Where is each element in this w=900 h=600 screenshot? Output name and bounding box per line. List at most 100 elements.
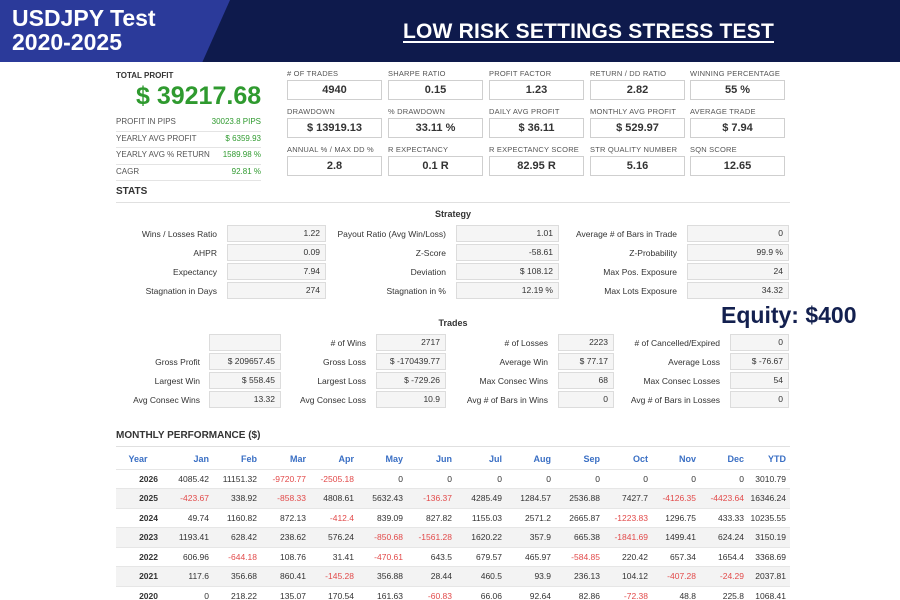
monthly-value-cell: 218.22 <box>213 585 261 600</box>
strategy-value: -58.61 <box>456 244 559 261</box>
metric-label: RETURN / DD RATIO <box>590 69 667 78</box>
monthly-value-cell: 1193.41 <box>164 527 213 547</box>
side-stat-label: CAGR <box>116 166 140 176</box>
monthly-value-cell: 0 <box>164 585 213 600</box>
metric-value: 33.11 % <box>388 118 483 138</box>
metric-label: STR QUALITY NUMBER <box>590 145 678 154</box>
monthly-value-cell: 839.09 <box>358 507 407 528</box>
monthly-value-cell: 161.63 <box>358 585 407 600</box>
symbol-title-line2: 2020-2025 <box>12 29 122 55</box>
trades-label: Largest Loss <box>317 376 366 386</box>
monthly-value-cell: 4808.61 <box>310 488 358 508</box>
monthly-value-cell: 1160.82 <box>213 507 261 528</box>
metric-label: % DRAWDOWN <box>388 107 446 116</box>
monthly-value-cell: 827.82 <box>407 507 456 528</box>
monthly-value-cell: -1841.69 <box>604 527 652 547</box>
monthly-value-cell: 108.76 <box>261 546 310 567</box>
monthly-value-cell: 220.42 <box>604 546 652 567</box>
monthly-value-cell: 170.54 <box>310 585 358 600</box>
side-stat-row: CAGR 92.81 % <box>116 165 261 181</box>
monthly-value-cell: -423.67 <box>164 488 213 508</box>
monthly-value-cell: 92.64 <box>506 585 555 600</box>
strategy-value: 0.09 <box>227 244 326 261</box>
strategy-value: 1.22 <box>227 225 326 242</box>
side-stat-value: 30023.8 PIPS <box>211 117 261 126</box>
monthly-value-cell: 4285.49 <box>456 488 506 508</box>
strategy-value: 0 <box>687 225 789 242</box>
monthly-row: 2024 49.74 1160.82 872.13 -412.4 839.09 827.82… <box>116 507 790 528</box>
monthly-value-cell: 3010.79 <box>748 468 790 489</box>
monthly-table: Year Jan Feb Mar Apr May Jun Jul Aug Sep Oct Nov Dec… <box>116 449 790 600</box>
monthly-value-cell: 338.92 <box>213 488 261 508</box>
metric-label: DRAWDOWN <box>287 107 335 116</box>
monthly-value-cell: -1223.83 <box>604 507 652 528</box>
monthly-value-cell: 7427.7 <box>604 488 652 508</box>
monthly-value-cell: -9720.77 <box>261 468 310 489</box>
monthly-value-cell: -470.61 <box>358 546 407 567</box>
monthly-value-cell: 31.41 <box>310 546 358 567</box>
metric-label: R EXPECTANCY SCORE <box>489 145 580 154</box>
monthly-value-cell: 28.44 <box>407 566 456 586</box>
monthly-value-cell: 238.62 <box>261 527 310 547</box>
side-stat-label: YEARLY AVG % RETURN <box>116 150 210 159</box>
monthly-column-header: Apr <box>338 453 355 464</box>
monthly-value-cell: 872.13 <box>261 507 310 528</box>
trades-label: Avg # of Bars in Wins <box>466 395 548 405</box>
monthly-column-header: Aug <box>533 453 552 464</box>
trades-value: 0 <box>730 334 789 351</box>
monthly-value-cell: 0 <box>555 468 604 489</box>
side-stat-value: 92.81 % <box>231 166 261 176</box>
monthly-column-header: Jan <box>193 453 209 464</box>
strategy-label: Z-Probability <box>629 248 677 258</box>
total-profit-label: TOTAL PROFIT <box>116 71 174 80</box>
trades-value: 0 <box>730 391 789 408</box>
metric-winning-pct: WINNING PERCENTAGE 55 % <box>690 69 785 100</box>
monthly-row: 2023 1193.41 628.42 238.62 576.24 -850.68 -156… <box>116 527 790 547</box>
trades-label: Gross Profit <box>155 357 200 367</box>
metric-label: WINNING PERCENTAGE <box>690 69 781 78</box>
metric-daily-avg: DAILY AVG PROFIT $ 36.11 <box>489 107 584 138</box>
monthly-row: 2022 606.96 -644.18 108.76 31.41 -470.61 643.5… <box>116 546 790 567</box>
strategy-label: Deviation <box>410 267 446 277</box>
monthly-value-cell: 433.33 <box>700 507 748 528</box>
monthly-value-cell: -24.29 <box>700 566 748 586</box>
monthly-value-cell: -407.28 <box>652 566 700 586</box>
monthly-row: 2025 -423.67 338.92 -858.33 4808.61 5632.43 -1… <box>116 488 790 508</box>
trades-value: $ 77.17 <box>558 353 614 370</box>
monthly-row: 2026 4085.42 11151.32 -9720.77 -2505.18 0 0 0 0 0… <box>116 468 790 489</box>
trades-value: 10.9 <box>376 391 446 408</box>
monthly-value-cell: -60.83 <box>407 585 456 600</box>
metric-value: $ 529.97 <box>590 118 685 138</box>
monthly-value-cell: 624.24 <box>700 527 748 547</box>
metric-monthly-avg: MONTHLY AVG PROFIT $ 529.97 <box>590 107 685 138</box>
trades-label: Gross Loss <box>323 357 366 367</box>
trades-value: $ 209657.45 <box>209 353 281 370</box>
metric-sharpe: SHARPE RATIO 0.15 <box>388 69 483 100</box>
monthly-value-cell: 679.57 <box>456 546 506 567</box>
monthly-header-row: Year Jan Feb Mar Apr May Jun Jul Aug Sep Oct Nov Dec… <box>116 449 790 469</box>
monthly-value-cell: 2536.88 <box>555 488 604 508</box>
trades-value: 54 <box>730 372 789 389</box>
metric-value: 55 % <box>690 80 785 100</box>
metric-str-quality: STR QUALITY NUMBER 5.16 <box>590 145 685 176</box>
strategy-value: 34.32 <box>687 282 789 299</box>
trades-value: $ -729.26 <box>376 372 446 389</box>
symbol-title: USDJPY Test 2020-2025 <box>12 6 156 54</box>
metric-value: $ 13919.13 <box>287 118 382 138</box>
monthly-value-cell: -644.18 <box>213 546 261 567</box>
monthly-value-cell: -72.38 <box>604 585 652 600</box>
strategy-value: 99.9 % <box>687 244 789 261</box>
monthly-value-cell: 0 <box>506 468 555 489</box>
summary-side-stats: PROFIT IN PIPS 30023.8 PIPS YEARLY AVG PR… <box>116 115 261 181</box>
monthly-value-cell: 11151.32 <box>213 468 261 489</box>
monthly-column-header: Mar <box>289 453 306 464</box>
monthly-year-cell: 2025 <box>116 488 164 508</box>
trades-label: Avg Consec Loss <box>300 395 366 405</box>
metric-value: 2.82 <box>590 80 685 100</box>
metric-value: 2.8 <box>287 156 382 176</box>
metric-value: $ 36.11 <box>489 118 584 138</box>
trades-label: Avg Consec Wins <box>133 395 200 405</box>
trades-value <box>209 334 281 351</box>
metric-label: R EXPECTANCY <box>388 145 449 154</box>
monthly-divider <box>116 446 790 447</box>
